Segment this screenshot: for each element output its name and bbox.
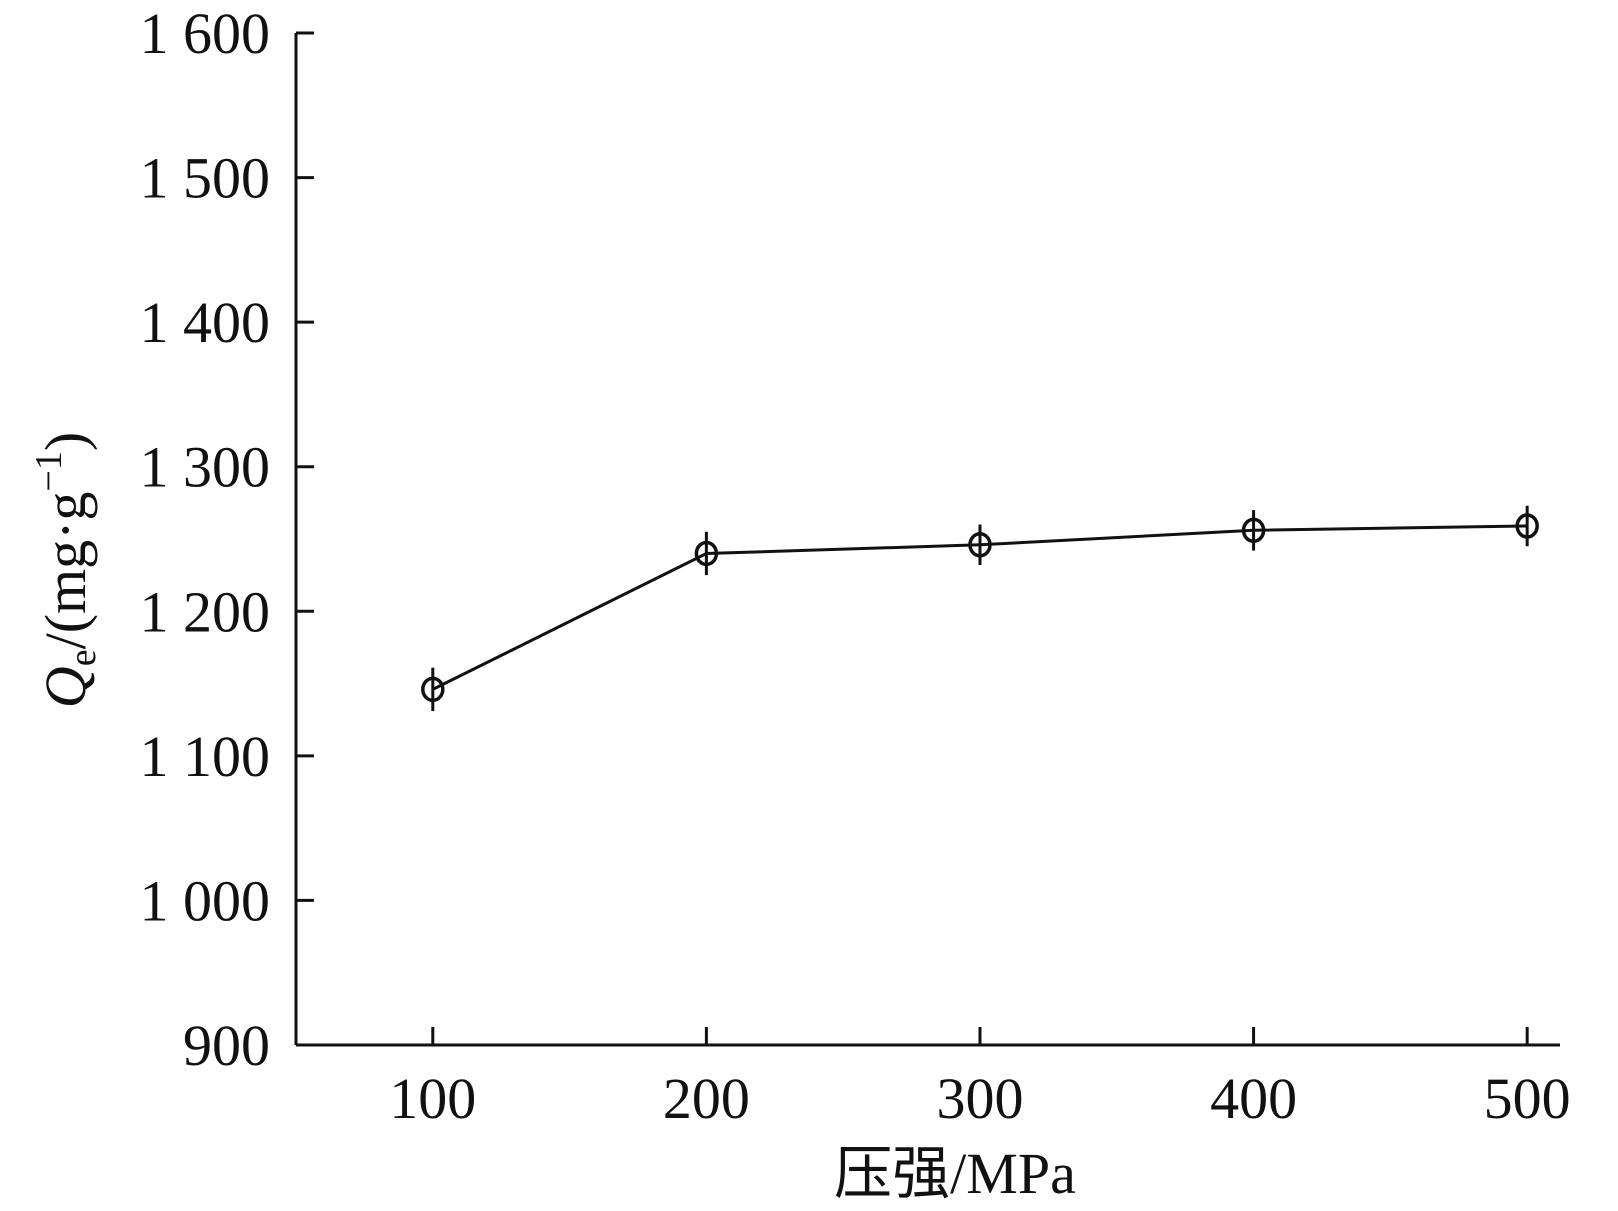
x-tick-label: 300: [936, 1066, 1023, 1131]
y-tick-label: 1 000: [140, 868, 271, 933]
data-point: [1241, 517, 1266, 544]
y-axis-title-close: ): [33, 432, 98, 451]
y-tick-label: 1 600: [140, 1, 271, 66]
y-tick-label: 900: [183, 1013, 270, 1078]
y-tick-label: 1 300: [140, 435, 271, 500]
y-axis-title: Qe/(mg·g−1): [28, 432, 104, 708]
y-axis-title-superscript: −1: [28, 451, 70, 491]
x-tick-label: 500: [1484, 1066, 1571, 1131]
axes: [294, 33, 1560, 1047]
x-axis-title: 压强/MPa: [834, 1141, 1076, 1206]
x-tick-label: 200: [663, 1066, 750, 1131]
y-tick-label: 1 400: [140, 290, 271, 355]
y-axis-title-subscript: e: [62, 649, 104, 666]
x-tick-label: 400: [1210, 1066, 1297, 1131]
y-axis-ticks: 900 1 000 1 100 1 200 1 300 1 400 1 500 1 600: [140, 1, 314, 1078]
data-point: [968, 532, 992, 558]
series: [421, 505, 1539, 712]
y-tick-label: 1 100: [140, 724, 271, 789]
y-axis-title-symbol: Q: [33, 666, 98, 708]
y-axis-title-unit: /(mg·g: [33, 492, 98, 650]
data-point: [1515, 513, 1539, 539]
x-tick-label: 100: [389, 1066, 476, 1131]
data-point: [421, 676, 445, 703]
y-tick-label: 1 200: [140, 579, 271, 644]
data-point: [694, 540, 719, 567]
svg-text:Qe/(mg·g−1): Qe/(mg·g−1): [28, 432, 104, 708]
x-axis-ticks: 100 200 300 400 500: [389, 1027, 1571, 1131]
y-tick-label: 1 500: [140, 146, 271, 211]
